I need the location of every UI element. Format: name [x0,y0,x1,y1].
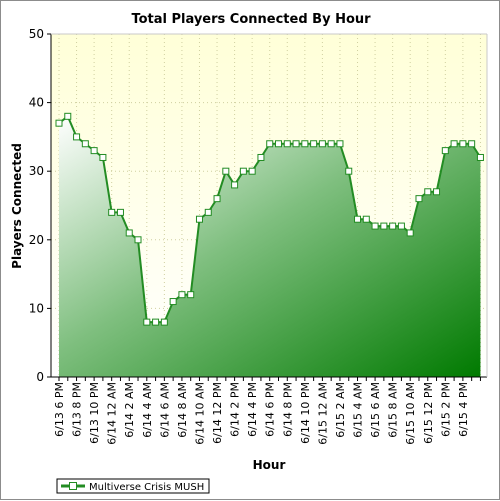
data-point [73,133,81,141]
data-point [397,222,405,230]
x-tick-label: 6/13 10 PM [88,382,101,444]
data-point [152,318,160,326]
data-point [415,195,423,203]
x-tick-label: 6/14 6 PM [264,382,277,437]
x-tick-label: 6/15 2 AM [334,382,347,438]
x-tick-label: 6/14 2 AM [123,382,136,438]
x-tick-label: 6/14 12 AM [106,382,119,445]
data-point [160,318,168,326]
data-point [222,167,230,175]
data-point [204,208,212,216]
data-point [318,140,326,148]
x-tick-label: 6/15 8 AM [387,382,400,438]
data-point [424,188,432,196]
data-point [433,188,441,196]
data-point [441,147,449,155]
data-point [64,112,72,120]
data-point [239,167,247,175]
data-point [327,140,335,148]
x-tick-label: 6/15 4 PM [457,382,470,437]
data-point [380,222,388,230]
x-tick-label: 6/14 12 PM [211,382,224,444]
y-axis-title: Players Connected [10,143,24,269]
y-tick-label: 0 [36,370,44,384]
data-point [310,140,318,148]
data-point [81,140,89,148]
x-tick-label: 6/15 2 PM [439,382,452,437]
data-point [292,140,300,148]
data-point [90,147,98,155]
data-point [178,291,186,299]
chart-title: Total Players Connected By Hour [131,12,371,27]
data-point [108,208,116,216]
data-point [195,215,203,223]
x-tick-label: 6/14 4 PM [246,382,259,437]
x-tick-label: 6/14 8 AM [176,382,189,438]
data-point [389,222,397,230]
y-tick-labels: 0 10 20 30 40 50 [29,27,44,384]
legend-label: Multiverse Crisis MUSH [89,482,204,493]
x-tick-label: 6/15 10 AM [404,382,417,445]
legend: Multiverse Crisis MUSH [56,478,210,494]
x-tick-label: 6/14 10 AM [193,382,206,445]
x-tick-label: 6/14 6 AM [158,382,171,438]
x-tick-label: 6/13 6 PM [53,382,66,437]
y-tick-label: 20 [29,233,44,247]
data-point [257,153,265,161]
data-point [406,229,414,237]
x-tick-label: 6/15 4 AM [352,382,365,438]
data-point [468,140,476,148]
x-tick-label: 6/15 12 AM [316,382,329,445]
x-tick-label: 6/15 12 PM [422,382,435,444]
data-point [55,119,63,127]
data-point [336,140,344,148]
x-tick-labels: 6/13 6 PM 6/13 8 PM 6/13 10 PM 6/14 12 AM 6/… [53,382,470,445]
x-tick-label: 6/14 10 PM [299,382,312,444]
data-point [476,153,484,161]
y-tick-label: 10 [29,301,44,315]
x-axis-title: Hour [253,458,286,472]
legend-box [56,478,210,494]
data-point [450,140,458,148]
axes [47,33,488,381]
data-point [231,181,239,189]
y-tick-label: 50 [29,27,44,41]
data-point [371,222,379,230]
data-point [354,215,362,223]
data-point [99,153,107,161]
x-tick-label: 6/13 8 PM [71,382,84,437]
data-point [187,291,195,299]
y-tick-label: 30 [29,164,44,178]
x-tick-label: 6/14 4 AM [141,382,154,438]
data-point [125,229,133,237]
data-point [301,140,309,148]
data-point [362,215,370,223]
data-point [345,167,353,175]
legend-marker-swatch [69,482,77,490]
data-point [248,167,256,175]
y-tick-label: 40 [29,96,44,110]
x-tick-label: 6/15 6 AM [369,382,382,438]
data-point [143,318,151,326]
area-layer [59,116,481,377]
data-point [213,195,221,203]
data-point [459,140,467,148]
x-tick-label: 6/14 2 PM [229,382,242,437]
data-point [275,140,282,148]
data-point [169,298,177,306]
x-tick-label: 6/14 8 PM [281,382,294,437]
data-point [134,236,142,244]
data-point [266,140,274,148]
data-point [116,208,124,216]
data-point [283,140,291,148]
series-area [59,116,481,377]
marker-layer [55,112,484,326]
